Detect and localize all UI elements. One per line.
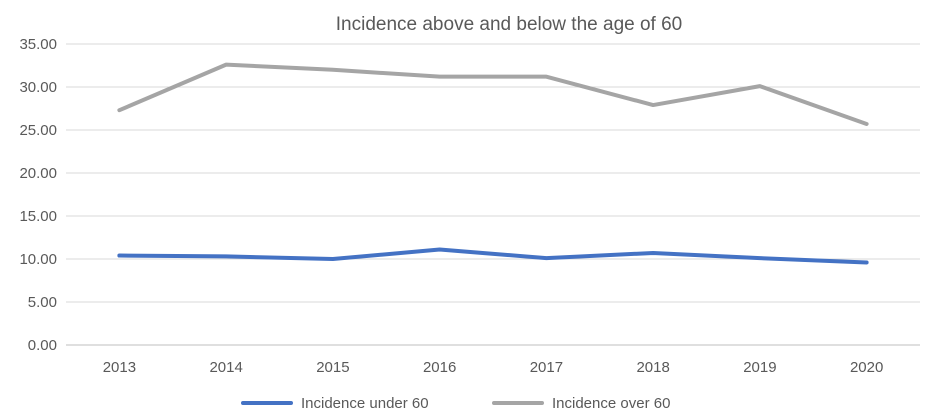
legend-label: Incidence under 60 [301,395,429,411]
y-tick-label: 25.00 [19,122,57,139]
x-tick-label: 2017 [530,359,563,376]
x-tick-label: 2019 [743,359,776,376]
series-line-under-60 [117,247,869,265]
x-axis-ticks: 2013 2014 2015 2016 2017 2018 2019 2020 [103,359,884,376]
x-tick-label: 2018 [636,359,669,376]
x-tick-label: 2020 [850,359,883,376]
y-tick-label: 0.00 [28,337,57,354]
x-tick-label: 2015 [316,359,349,376]
series-lines [117,62,869,265]
x-tick-label: 2016 [423,359,456,376]
y-tick-label: 20.00 [19,165,57,182]
y-tick-label: 30.00 [19,79,57,96]
series-line-over-60 [117,62,869,126]
chart-title: Incidence above and below the age of 60 [336,14,683,35]
legend-label: Incidence over 60 [552,395,670,411]
x-tick-label: 2014 [209,359,242,376]
y-tick-label: 10.00 [19,251,57,268]
y-tick-label: 35.00 [19,36,57,53]
gridlines [66,43,920,346]
y-tick-label: 5.00 [28,294,57,311]
y-tick-label: 15.00 [19,208,57,225]
x-tick-label: 2013 [103,359,136,376]
y-axis-ticks: 0.00 5.00 10.00 15.00 20.00 25.00 30.00 35.00 [19,36,57,354]
legend: Incidence under 60 Incidence over 60 [241,395,670,411]
